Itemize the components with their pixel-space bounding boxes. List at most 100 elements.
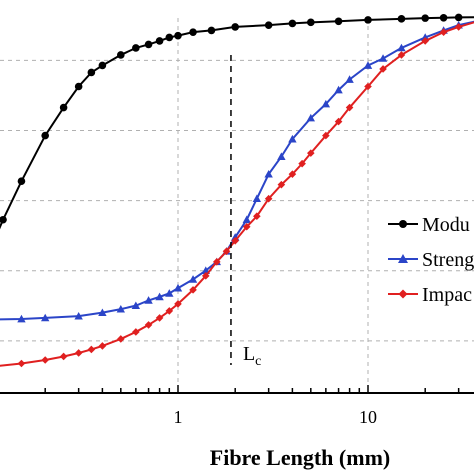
data-point xyxy=(288,134,297,143)
data-point xyxy=(132,328,140,336)
data-point xyxy=(131,301,141,310)
data-point xyxy=(253,212,261,221)
data-point xyxy=(41,356,49,364)
data-point xyxy=(174,31,182,40)
critical-length-subscript: c xyxy=(255,354,261,369)
data-point xyxy=(189,286,197,294)
data-point xyxy=(421,14,429,22)
data-point xyxy=(207,26,216,35)
data-point xyxy=(0,215,7,224)
data-point xyxy=(17,359,26,368)
data-point xyxy=(74,311,83,320)
data-point xyxy=(98,342,107,350)
legend-marker xyxy=(398,289,408,299)
data-point xyxy=(439,28,448,36)
critical-length-symbol: L xyxy=(243,343,255,365)
series-line-streng xyxy=(0,20,474,321)
data-point xyxy=(144,40,153,49)
data-point xyxy=(144,321,153,329)
data-point xyxy=(334,85,343,94)
data-point xyxy=(307,149,315,157)
data-point xyxy=(231,23,239,31)
data-point xyxy=(59,103,68,112)
data-point xyxy=(345,75,354,83)
data-point xyxy=(264,194,273,203)
data-point xyxy=(87,345,96,354)
data-point xyxy=(87,68,96,77)
x-tick-label: 1 xyxy=(174,407,183,427)
data-point xyxy=(116,304,126,313)
data-point xyxy=(454,23,463,31)
data-point xyxy=(288,19,297,28)
data-point xyxy=(165,307,174,315)
data-point xyxy=(155,292,164,301)
data-point xyxy=(264,21,273,29)
data-point xyxy=(155,37,164,45)
data-point xyxy=(165,33,174,42)
data-point xyxy=(277,152,286,160)
data-point xyxy=(397,15,406,23)
frame-layer xyxy=(0,385,474,394)
data-point xyxy=(40,313,50,322)
data-point xyxy=(17,177,26,185)
data-point xyxy=(173,283,183,292)
data-point xyxy=(322,131,330,140)
tick-label-layer: 1 10 xyxy=(174,407,378,427)
data-point xyxy=(321,99,331,108)
data-point xyxy=(454,13,463,22)
data-point xyxy=(17,314,26,323)
data-point xyxy=(144,296,153,304)
legend-item-impac: Impac xyxy=(388,284,472,306)
data-point xyxy=(252,194,262,203)
data-point xyxy=(212,258,221,266)
data-point xyxy=(379,65,387,73)
legend-label: Streng xyxy=(422,249,474,271)
data-point xyxy=(298,159,306,168)
legend-item-streng: Streng xyxy=(388,249,474,271)
data-point xyxy=(378,54,388,62)
data-point xyxy=(155,314,164,322)
data-point xyxy=(41,131,49,140)
data-point xyxy=(334,17,343,26)
data-point xyxy=(397,51,406,59)
data-point xyxy=(188,275,198,283)
data-point xyxy=(307,18,315,27)
data-point xyxy=(242,222,251,231)
grid-layer xyxy=(0,18,474,393)
series-line-modu xyxy=(0,16,474,230)
data-point xyxy=(363,61,373,69)
data-point xyxy=(231,236,239,245)
data-point xyxy=(277,180,286,189)
data-point xyxy=(59,352,68,361)
series-modu xyxy=(0,13,474,230)
data-point xyxy=(439,13,448,22)
data-point xyxy=(74,82,83,91)
legend-item-modu: Modu xyxy=(388,214,470,236)
data-point xyxy=(174,300,182,308)
data-point xyxy=(345,103,354,112)
data-point xyxy=(364,16,372,24)
data-point xyxy=(397,43,406,52)
data-point xyxy=(264,169,273,178)
data-point xyxy=(98,61,107,70)
legend-marker xyxy=(399,220,407,228)
series-line-impac xyxy=(0,21,474,367)
data-point xyxy=(98,308,107,317)
data-point xyxy=(288,170,297,178)
data-point xyxy=(222,247,231,256)
x-tick-label: 10 xyxy=(359,407,377,427)
data-point xyxy=(334,117,343,126)
series-layer xyxy=(0,13,474,368)
data-point xyxy=(189,28,197,36)
critical-length-label: Lc xyxy=(243,343,261,369)
data-point xyxy=(421,37,429,45)
series-streng xyxy=(0,20,474,323)
data-point xyxy=(117,335,125,343)
legend-label: Impac xyxy=(422,284,472,306)
data-point xyxy=(364,82,372,91)
x-axis-title: Fibre Length (mm) xyxy=(210,445,390,470)
legend-label: Modu xyxy=(422,214,470,236)
data-point xyxy=(201,272,210,280)
data-point xyxy=(117,51,125,59)
